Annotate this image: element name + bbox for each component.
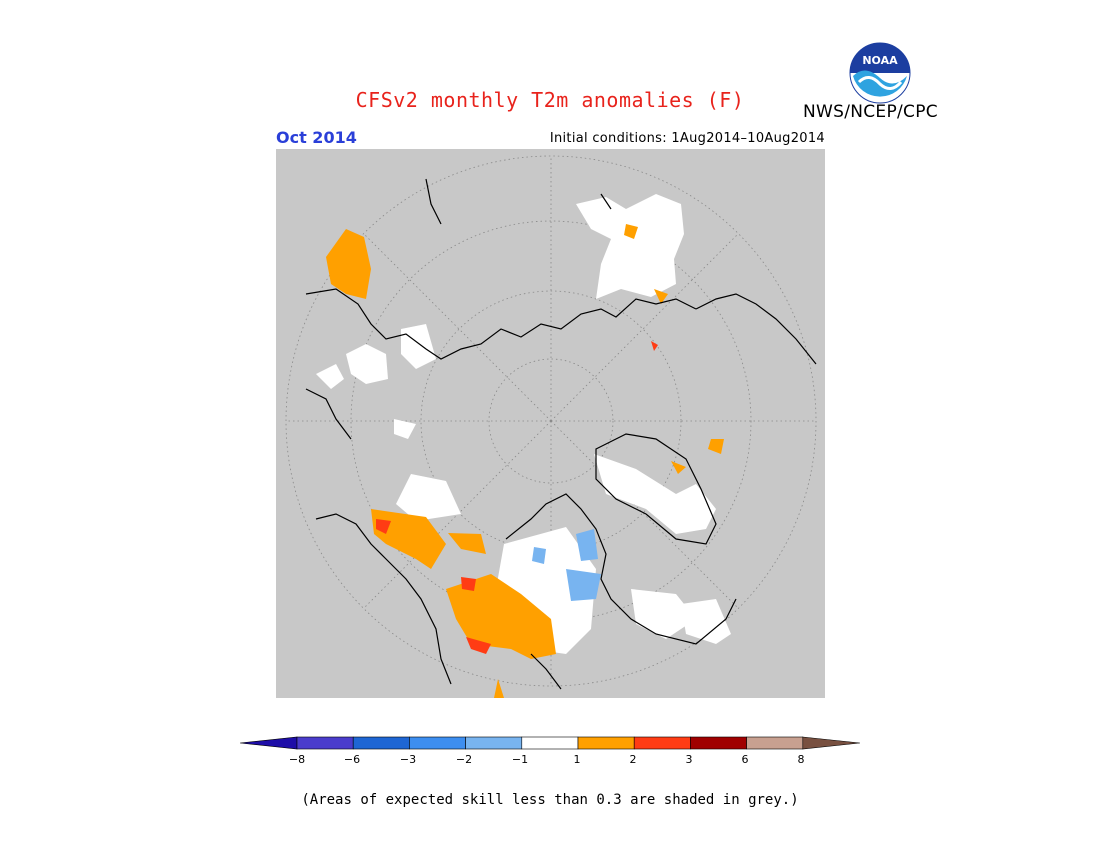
legend-tick-label: −6	[343, 753, 361, 766]
legend-tick-label: −1	[511, 753, 529, 766]
skill-footnote: (Areas of expected skill less than 0.3 a…	[301, 792, 799, 808]
initial-conditions: Initial conditions: 1Aug2014–10Aug2014	[549, 131, 825, 146]
legend-bin	[409, 736, 466, 750]
anomaly-neutral	[316, 194, 731, 654]
legend-tick-label: −2	[455, 753, 473, 766]
legend-bin	[746, 736, 804, 750]
legend-tick-label: 1	[573, 753, 581, 766]
legend-tick-label: −8	[288, 753, 306, 766]
legend-bin	[240, 736, 298, 750]
legend-bin	[633, 736, 691, 750]
color-legend	[240, 736, 860, 750]
legend-tick-label: 3	[685, 753, 693, 766]
legend-bin	[352, 736, 410, 750]
legend-bin	[802, 736, 860, 750]
legend-tick-label: 8	[797, 753, 805, 766]
forecast-month: Oct 2014	[276, 128, 357, 147]
legend-bin	[296, 736, 354, 750]
logo-text: NOAA	[862, 54, 898, 67]
anomaly-hot	[376, 341, 658, 654]
polar-map	[276, 149, 825, 698]
legend-bin	[577, 736, 635, 750]
chart-title: CFSv2 monthly T2m anomalies (F)	[355, 88, 745, 112]
legend-tick-label: −3	[399, 753, 417, 766]
legend-tick-label: 2	[629, 753, 637, 766]
anomaly-cold	[532, 529, 601, 601]
legend-tick-label: 6	[741, 753, 749, 766]
noaa-logo: NOAA	[849, 42, 911, 104]
legend-bin	[690, 736, 747, 750]
coastlines	[305, 178, 817, 690]
agency-label: NWS/NCEP/CPC	[803, 102, 938, 122]
legend-tick-labels: −8 −6 −3 −2 −1 1 2 3 6 8	[0, 753, 1100, 769]
legend-bin	[465, 736, 523, 750]
legend-bin	[521, 736, 579, 750]
